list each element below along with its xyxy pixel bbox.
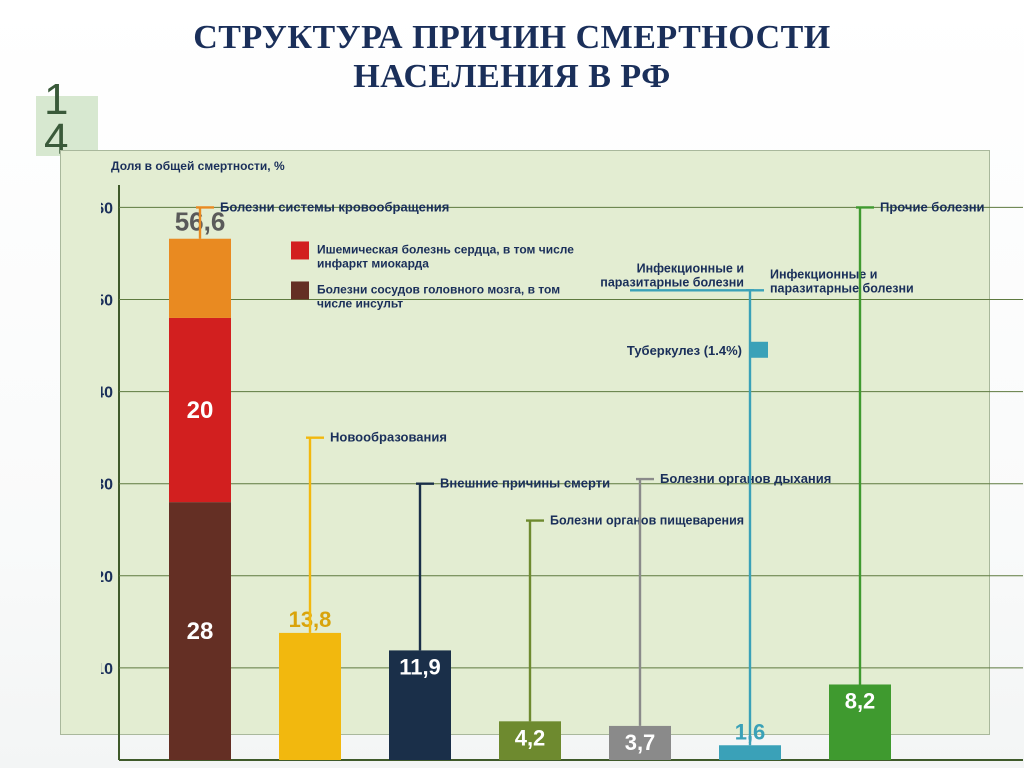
bar-value: 4,2 bbox=[515, 725, 546, 750]
callout-label: Прочие болезни bbox=[880, 199, 985, 214]
callout-label-2: паразитарные болезни bbox=[770, 281, 914, 295]
svg-text:30: 30 bbox=[101, 477, 113, 494]
svg-text:20: 20 bbox=[101, 569, 113, 586]
legend-text: Ишемическая болезнь сердца, в том числе bbox=[317, 242, 574, 256]
callout-label-infectious-1: Инфекционные и bbox=[637, 261, 744, 275]
svg-text:60: 60 bbox=[101, 200, 113, 217]
callout-label: Болезни системы кровообращения bbox=[220, 199, 449, 214]
bar-infectious bbox=[719, 745, 781, 760]
legend-text: Болезни сосудов головного мозга, в том bbox=[317, 282, 560, 296]
chart-subtitle: Доля в общей смертности, % bbox=[111, 159, 285, 173]
svg-text:10: 10 bbox=[101, 661, 113, 678]
callout-label: Внешние причины смерти bbox=[440, 476, 610, 491]
sub-legend: Ишемическая болезнь сердца, в том числеи… bbox=[291, 241, 574, 310]
bar-value: 3,7 bbox=[625, 730, 656, 755]
slide-number: 1 4 bbox=[44, 80, 68, 159]
legend-swatch bbox=[291, 241, 309, 259]
bar-segment-other_circ bbox=[169, 239, 231, 318]
legend-text: числе инсульт bbox=[317, 296, 403, 310]
title-line-2: НАСЕЛЕНИЯ В РФ bbox=[353, 58, 671, 95]
callout-label: Болезни органов дыхания bbox=[660, 471, 831, 486]
bar-neoplasms bbox=[279, 633, 341, 760]
slide-title: СТРУКТУРА ПРИЧИН СМЕРТНОСТИ НАСЕЛЕНИЯ В … bbox=[0, 0, 1024, 96]
tuberculosis-swatch bbox=[750, 342, 768, 358]
callout-label: Болезни органов пищеварения bbox=[550, 514, 744, 528]
bar-value: 8,2 bbox=[845, 688, 876, 713]
legend-swatch bbox=[291, 281, 309, 299]
segment-value: 28 bbox=[187, 618, 214, 645]
svg-text:40: 40 bbox=[101, 385, 113, 402]
bar-value: 11,9 bbox=[399, 654, 441, 679]
svg-text:50: 50 bbox=[101, 293, 113, 310]
chart-area: Доля в общей смертности, % 10 20 30 40 50 60 2… bbox=[60, 150, 990, 735]
slide: СТРУКТУРА ПРИЧИН СМЕРТНОСТИ НАСЕЛЕНИЯ В … bbox=[0, 0, 1024, 768]
bar-chart: 102030405060282056,6Болезни системы кров… bbox=[101, 183, 1024, 766]
title-line-1: СТРУКТУРА ПРИЧИН СМЕРТНОСТИ bbox=[193, 19, 831, 56]
callout-label: Новообразования bbox=[330, 430, 447, 445]
callout-label: Инфекционные и bbox=[770, 267, 877, 281]
segment-value: 20 bbox=[187, 397, 214, 424]
tuberculosis-label: Туберкулез (1.4%) bbox=[627, 343, 742, 358]
callout-label-infectious-2: паразитарные болезни bbox=[600, 275, 744, 289]
legend-text: инфаркт миокарда bbox=[317, 256, 429, 270]
